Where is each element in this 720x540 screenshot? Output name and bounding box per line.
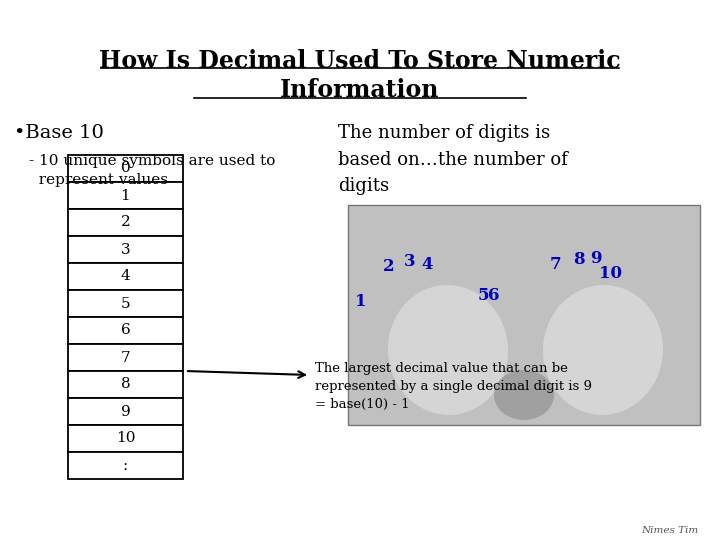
Bar — [68, 290, 183, 317]
Text: How Is Decimal Used To Store Numeric: How Is Decimal Used To Store Numeric — [99, 49, 621, 72]
Text: 1: 1 — [354, 293, 366, 310]
Text: 3: 3 — [404, 253, 415, 269]
Text: 4: 4 — [121, 269, 130, 284]
Text: 7: 7 — [121, 350, 130, 365]
Text: 9: 9 — [590, 251, 602, 267]
Bar — [68, 209, 183, 236]
Text: Nimes Tim: Nimes Tim — [641, 525, 698, 535]
Text: •Base 10: •Base 10 — [14, 124, 104, 142]
Bar — [68, 236, 183, 263]
Bar — [68, 398, 183, 425]
Text: Information: Information — [280, 78, 440, 102]
Bar — [68, 371, 183, 398]
Text: 1: 1 — [121, 188, 130, 202]
Text: 8: 8 — [572, 252, 585, 268]
Text: 3: 3 — [121, 242, 130, 256]
Ellipse shape — [388, 285, 508, 415]
Text: 10: 10 — [599, 265, 622, 282]
Bar — [68, 182, 183, 209]
Text: 0: 0 — [121, 161, 130, 176]
Text: - 10 unique symbols are used to
  represent values: - 10 unique symbols are used to represen… — [29, 154, 275, 187]
Text: 10: 10 — [116, 431, 135, 446]
Bar — [68, 452, 183, 479]
Bar — [68, 155, 183, 182]
Text: 4: 4 — [421, 256, 433, 273]
Text: 2: 2 — [121, 215, 130, 230]
Text: 2: 2 — [382, 258, 395, 275]
Text: 5: 5 — [121, 296, 130, 310]
Text: 6: 6 — [488, 287, 500, 303]
Text: The number of digits is
based on…the number of
digits: The number of digits is based on…the num… — [338, 124, 568, 195]
Text: 5: 5 — [478, 287, 490, 303]
Text: 6: 6 — [121, 323, 130, 338]
Ellipse shape — [543, 285, 663, 415]
Text: :: : — [123, 458, 128, 472]
Text: 8: 8 — [121, 377, 130, 392]
Bar — [68, 425, 183, 452]
Bar — [68, 344, 183, 371]
Ellipse shape — [494, 370, 554, 420]
Text: 9: 9 — [121, 404, 130, 418]
Bar — [348, 205, 700, 425]
Bar — [68, 263, 183, 290]
Bar — [68, 317, 183, 344]
Text: 7: 7 — [550, 256, 562, 273]
Text: The largest decimal value that can be
represented by a single decimal digit is 9: The largest decimal value that can be re… — [315, 362, 592, 411]
